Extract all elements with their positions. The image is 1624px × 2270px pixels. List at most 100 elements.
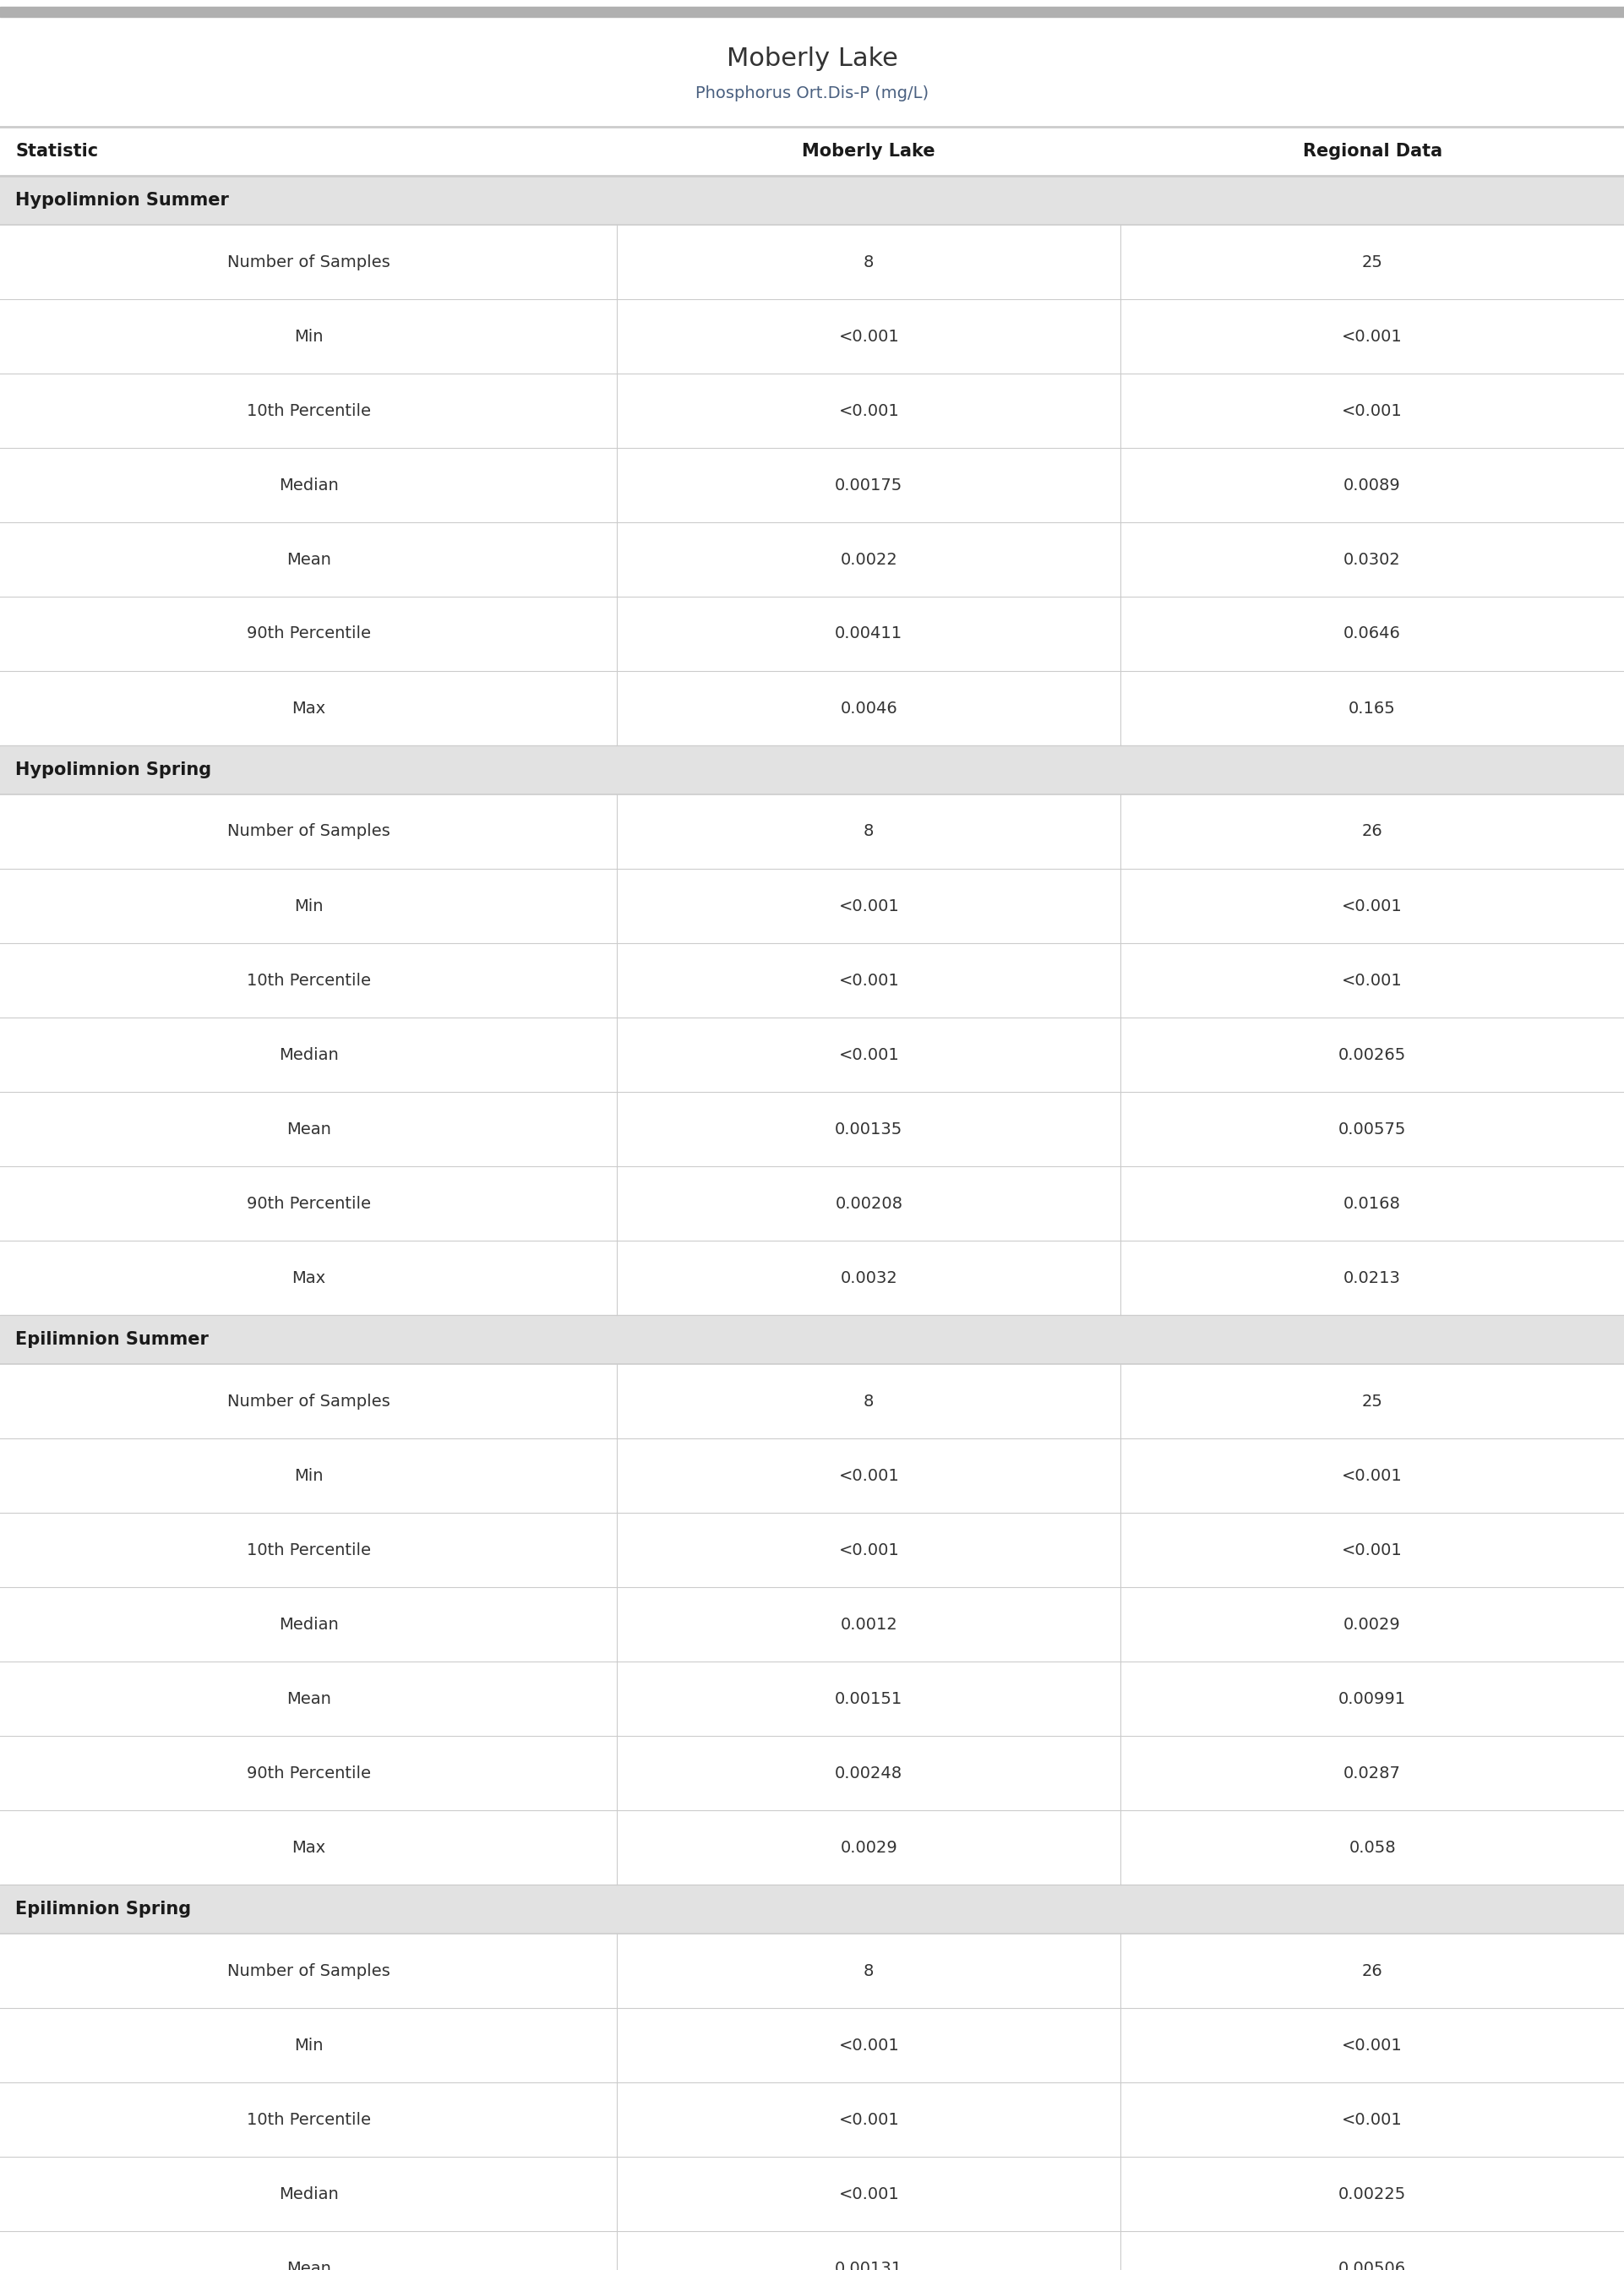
Text: 8: 8 bbox=[864, 254, 874, 270]
Bar bbox=[0, 942, 1624, 1017]
Text: 0.0046: 0.0046 bbox=[840, 699, 898, 717]
Bar bbox=[0, 522, 1624, 597]
Text: 0.00506: 0.00506 bbox=[1338, 2261, 1406, 2270]
Text: Hypolimnion Summer: Hypolimnion Summer bbox=[15, 193, 229, 209]
Text: <0.001: <0.001 bbox=[1341, 899, 1403, 915]
Text: Moberly Lake: Moberly Lake bbox=[802, 143, 935, 159]
Text: 90th Percentile: 90th Percentile bbox=[247, 1196, 370, 1212]
Text: 0.0012: 0.0012 bbox=[840, 1616, 898, 1632]
Bar bbox=[0, 300, 1624, 375]
Bar bbox=[0, 7, 1624, 16]
Text: Min: Min bbox=[294, 899, 323, 915]
Bar bbox=[0, 1017, 1624, 1092]
Text: Median: Median bbox=[279, 2186, 338, 2202]
Text: 0.00131: 0.00131 bbox=[835, 2261, 903, 2270]
Text: <0.001: <0.001 bbox=[838, 402, 900, 418]
Text: 0.0022: 0.0022 bbox=[840, 552, 898, 568]
Text: Mean: Mean bbox=[286, 1691, 331, 1707]
Text: <0.001: <0.001 bbox=[838, 2036, 900, 2054]
Text: <0.001: <0.001 bbox=[1341, 2036, 1403, 2054]
Bar bbox=[0, 1167, 1624, 1242]
Text: <0.001: <0.001 bbox=[1341, 1469, 1403, 1485]
Bar bbox=[0, 2156, 1624, 2231]
Text: Phosphorus Ort.Dis-P (mg/L): Phosphorus Ort.Dis-P (mg/L) bbox=[695, 86, 929, 102]
Text: <0.001: <0.001 bbox=[838, 2111, 900, 2127]
Text: Mean: Mean bbox=[286, 1121, 331, 1137]
Text: Number of Samples: Number of Samples bbox=[227, 824, 390, 840]
Text: 10th Percentile: 10th Percentile bbox=[247, 1541, 370, 1557]
Bar bbox=[0, 1587, 1624, 1662]
Text: Median: Median bbox=[279, 1616, 338, 1632]
Text: <0.001: <0.001 bbox=[838, 899, 900, 915]
Text: <0.001: <0.001 bbox=[838, 2186, 900, 2202]
Text: 8: 8 bbox=[864, 1394, 874, 1410]
Text: 0.00208: 0.00208 bbox=[835, 1196, 903, 1212]
Bar bbox=[0, 1934, 1624, 2009]
Bar bbox=[0, 1314, 1624, 1364]
Bar bbox=[0, 1439, 1624, 1512]
Text: Min: Min bbox=[294, 2036, 323, 2054]
Text: 0.165: 0.165 bbox=[1348, 699, 1397, 717]
Text: 8: 8 bbox=[864, 1964, 874, 1979]
Bar bbox=[0, 1884, 1624, 1934]
Text: 0.0032: 0.0032 bbox=[840, 1269, 898, 1285]
Text: 25: 25 bbox=[1363, 1394, 1382, 1410]
Text: 0.0287: 0.0287 bbox=[1343, 1766, 1402, 1782]
Text: 0.0029: 0.0029 bbox=[1343, 1616, 1402, 1632]
Text: Min: Min bbox=[294, 1469, 323, 1485]
Text: <0.001: <0.001 bbox=[838, 1046, 900, 1062]
Text: 26: 26 bbox=[1363, 824, 1382, 840]
Text: Statistic: Statistic bbox=[15, 143, 97, 159]
Text: Number of Samples: Number of Samples bbox=[227, 1394, 390, 1410]
Bar bbox=[0, 375, 1624, 447]
Bar bbox=[0, 1092, 1624, 1167]
Bar bbox=[0, 2082, 1624, 2156]
Text: Max: Max bbox=[292, 1269, 325, 1285]
Text: <0.001: <0.001 bbox=[1341, 972, 1403, 987]
Bar bbox=[0, 2231, 1624, 2270]
Text: Mean: Mean bbox=[286, 2261, 331, 2270]
Bar bbox=[0, 225, 1624, 300]
Text: 0.00575: 0.00575 bbox=[1338, 1121, 1406, 1137]
Bar bbox=[0, 1242, 1624, 1314]
Bar bbox=[0, 745, 1624, 794]
Text: Epilimnion Spring: Epilimnion Spring bbox=[15, 1900, 192, 1918]
Text: 0.058: 0.058 bbox=[1350, 1839, 1395, 1855]
Text: <0.001: <0.001 bbox=[1341, 329, 1403, 345]
Text: Number of Samples: Number of Samples bbox=[227, 254, 390, 270]
Text: 0.00135: 0.00135 bbox=[835, 1121, 903, 1137]
Bar bbox=[0, 447, 1624, 522]
Text: Number of Samples: Number of Samples bbox=[227, 1964, 390, 1979]
Bar bbox=[0, 1662, 1624, 1737]
Text: <0.001: <0.001 bbox=[838, 1469, 900, 1485]
Text: 25: 25 bbox=[1363, 254, 1382, 270]
Bar bbox=[0, 672, 1624, 745]
Bar bbox=[0, 794, 1624, 869]
Bar bbox=[0, 1737, 1624, 1809]
Text: Epilimnion Summer: Epilimnion Summer bbox=[15, 1330, 208, 1348]
Bar bbox=[0, 869, 1624, 942]
Text: 10th Percentile: 10th Percentile bbox=[247, 2111, 370, 2127]
Text: Median: Median bbox=[279, 477, 338, 493]
Text: 0.0168: 0.0168 bbox=[1343, 1196, 1402, 1212]
Text: Regional Data: Regional Data bbox=[1302, 143, 1442, 159]
Bar bbox=[0, 1364, 1624, 1439]
Text: <0.001: <0.001 bbox=[838, 972, 900, 987]
Text: 0.0089: 0.0089 bbox=[1343, 477, 1402, 493]
Text: Moberly Lake: Moberly Lake bbox=[726, 45, 898, 70]
Text: 10th Percentile: 10th Percentile bbox=[247, 402, 370, 418]
Bar bbox=[0, 1809, 1624, 1884]
Text: Min: Min bbox=[294, 329, 323, 345]
Text: Hypolimnion Spring: Hypolimnion Spring bbox=[15, 760, 211, 779]
Text: 26: 26 bbox=[1363, 1964, 1382, 1979]
Text: 0.0646: 0.0646 bbox=[1343, 627, 1402, 642]
Text: Mean: Mean bbox=[286, 552, 331, 568]
Text: 0.00248: 0.00248 bbox=[835, 1766, 903, 1782]
Text: Max: Max bbox=[292, 1839, 325, 1855]
Text: 0.0213: 0.0213 bbox=[1343, 1269, 1402, 1285]
Text: <0.001: <0.001 bbox=[838, 329, 900, 345]
Text: 0.0302: 0.0302 bbox=[1343, 552, 1402, 568]
Text: 90th Percentile: 90th Percentile bbox=[247, 627, 370, 642]
Bar bbox=[0, 1512, 1624, 1587]
Text: 0.00991: 0.00991 bbox=[1338, 1691, 1406, 1707]
